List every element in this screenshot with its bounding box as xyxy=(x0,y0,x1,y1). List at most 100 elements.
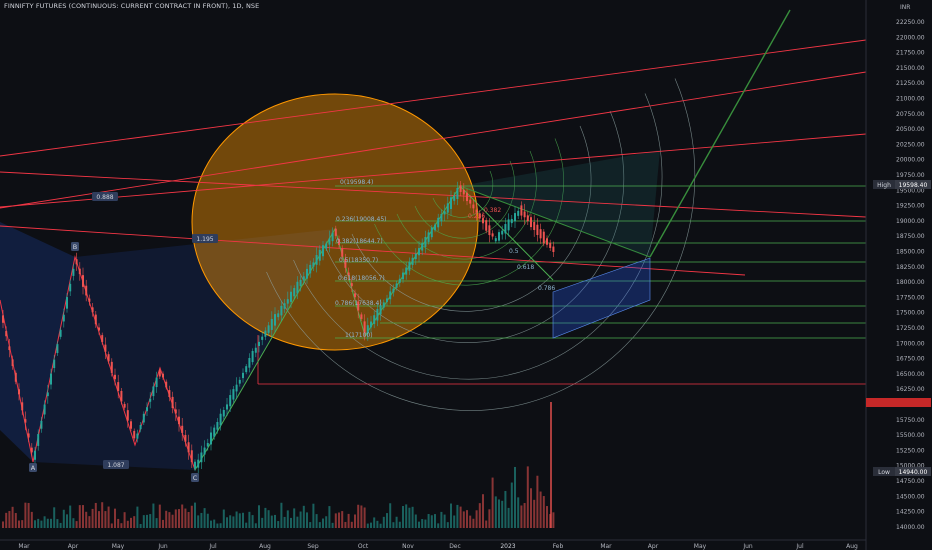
volume-bar xyxy=(213,519,216,528)
volume-bar xyxy=(142,515,145,528)
volume-bar xyxy=(251,515,254,528)
fib-arc xyxy=(324,110,625,343)
volume-bar xyxy=(181,504,184,528)
ratio-label: 0.888 xyxy=(96,194,113,201)
price-axis-tick: 21250.00 xyxy=(896,80,925,87)
candle-body xyxy=(443,211,446,215)
trend-line xyxy=(0,39,867,157)
candle-body xyxy=(453,195,456,201)
candle-body xyxy=(136,433,139,439)
candle-body xyxy=(322,245,324,257)
volume-bar xyxy=(34,520,36,528)
volume-bar xyxy=(85,511,88,528)
volume-bar xyxy=(69,505,72,528)
candle-body xyxy=(123,403,126,408)
volume-bar xyxy=(523,503,526,528)
volume-bar xyxy=(194,502,196,528)
candle-body xyxy=(450,197,452,210)
volume-bar xyxy=(322,518,324,528)
volume-bar xyxy=(363,507,366,528)
candle-body xyxy=(56,344,59,354)
fib-level-label: 0.618(18056.7) xyxy=(338,275,385,282)
candle-body xyxy=(491,233,494,237)
candle-body xyxy=(75,259,78,265)
volume-bar xyxy=(424,519,427,528)
price-axis-tick: 17500.00 xyxy=(896,310,925,317)
candle-body xyxy=(296,281,299,294)
volume-bar xyxy=(440,511,443,528)
candle-body xyxy=(187,442,190,453)
volume-bar xyxy=(501,500,504,528)
candle-body xyxy=(427,232,430,242)
candle-body xyxy=(171,396,174,409)
volume-bar xyxy=(53,507,56,528)
candle-body xyxy=(149,398,152,402)
volume-bar xyxy=(510,482,513,528)
candle-body xyxy=(379,305,382,315)
volume-bar xyxy=(5,512,8,528)
candle-body xyxy=(66,297,68,309)
candle-body xyxy=(155,377,158,388)
volume-bar xyxy=(418,521,420,528)
volume-bar xyxy=(37,518,40,528)
volume-bar xyxy=(350,521,353,528)
volume-bar xyxy=(270,515,273,528)
volume-bar xyxy=(341,511,344,528)
candle-body xyxy=(373,315,376,324)
volume-bar xyxy=(290,517,292,528)
candle-body xyxy=(360,314,363,319)
fan-level-label: 0.382 xyxy=(484,207,501,214)
fib-level-label: 1(17100) xyxy=(345,332,373,339)
candle-body xyxy=(168,390,171,397)
plot-background xyxy=(0,0,866,540)
volume-bar xyxy=(261,517,264,528)
fib-arc xyxy=(266,78,696,411)
candle-body xyxy=(274,314,276,326)
candle-body xyxy=(405,267,408,275)
volume-bar xyxy=(366,523,369,528)
price-axis-tick: 17000.00 xyxy=(896,340,925,347)
candle-body xyxy=(152,386,155,397)
high-label: High xyxy=(877,182,891,189)
pattern-point-badge xyxy=(191,473,199,482)
candle-body xyxy=(110,361,113,373)
price-axis-tick: 18250.00 xyxy=(896,264,925,271)
candle-body xyxy=(46,392,49,397)
time-axis-label: Mar xyxy=(600,543,612,550)
volume-bar xyxy=(101,502,104,528)
candle-body xyxy=(462,189,465,195)
candle-body xyxy=(126,410,129,421)
candle-body xyxy=(242,372,244,379)
volume-bar xyxy=(130,517,132,528)
candle-body xyxy=(238,379,241,384)
price-axis-tick: 19500.00 xyxy=(896,187,925,194)
volume-bar xyxy=(2,521,4,528)
candle-body xyxy=(350,283,353,287)
time-axis-label: Jul xyxy=(208,543,217,550)
volume-bar xyxy=(549,514,552,528)
candle-body xyxy=(94,314,97,325)
volume-bar xyxy=(357,504,360,528)
volume-bar xyxy=(206,513,209,528)
volume-bar xyxy=(126,520,129,528)
volume-bar xyxy=(382,516,385,528)
volume-bar xyxy=(238,513,241,528)
candle-body xyxy=(418,248,420,256)
volume-bar xyxy=(184,508,187,528)
candle-body xyxy=(267,325,270,333)
candle-body xyxy=(424,236,427,247)
fib-level-label: 0.5(18350.7) xyxy=(339,257,378,264)
candle-body xyxy=(245,366,248,373)
candle-body xyxy=(430,227,433,238)
volume-bar xyxy=(494,496,497,528)
price-axis-tick: 21500.00 xyxy=(896,65,925,72)
price-axis-tick: 17250.00 xyxy=(896,325,925,332)
volume-bar xyxy=(408,507,411,528)
volume-bar xyxy=(386,513,388,528)
volume-bar xyxy=(216,523,219,528)
fan-fill xyxy=(460,150,660,258)
time-axis-label: Jun xyxy=(157,543,168,550)
high-value-badge xyxy=(895,180,931,189)
